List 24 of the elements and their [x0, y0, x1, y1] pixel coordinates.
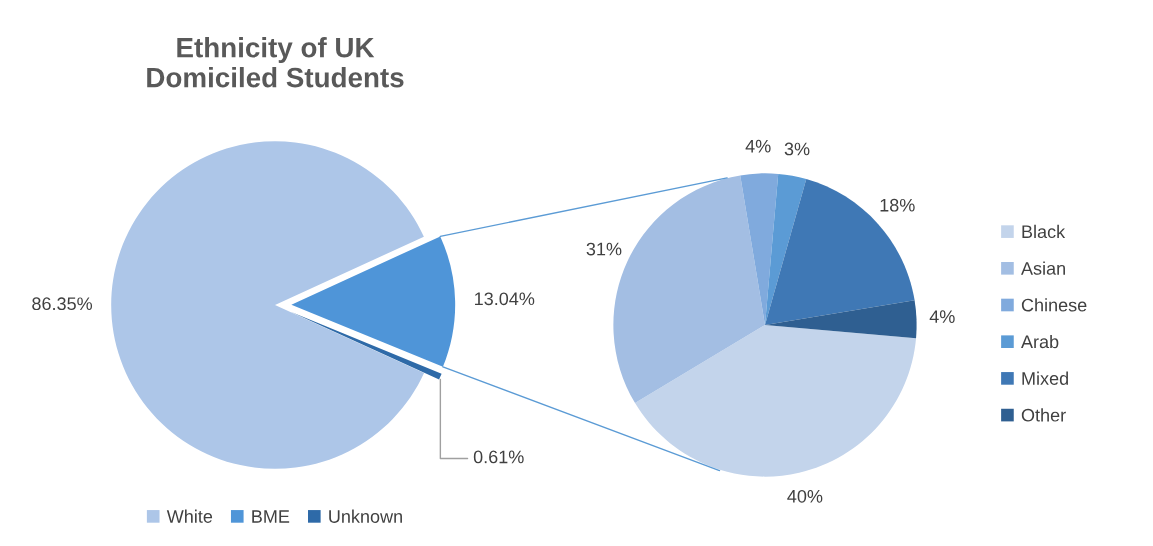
pie-slice: [765, 179, 915, 325]
legend-label: Mixed: [1022, 371, 1068, 385]
data-label: 31%: [586, 242, 622, 256]
legend-label: Arab: [1021, 334, 1059, 349]
data-label: 40%: [787, 489, 823, 503]
legend-label: BME: [252, 510, 290, 523]
data-label: 4%: [745, 139, 771, 153]
legend-label: Unknown: [329, 509, 402, 523]
pie-slice: [740, 173, 779, 325]
pie-slice: [635, 325, 917, 477]
data-label: 4%: [929, 310, 955, 323]
data-label: 0.61%: [473, 450, 524, 464]
legend-label: Chinese: [1021, 298, 1087, 312]
legend-label: Black: [1022, 224, 1066, 239]
data-label: 13.04%: [475, 292, 535, 306]
data-label: 3%: [784, 142, 810, 156]
pie-slice: [765, 300, 917, 339]
legend-label: Other: [1021, 408, 1066, 422]
data-label: 86.35%: [32, 297, 93, 311]
pie-slice: [765, 173, 807, 325]
legend-label: White: [166, 509, 213, 523]
chart-title: Ethnicity of UK Domiciled Students: [147, 37, 404, 88]
data-label: 18%: [880, 198, 915, 212]
legend-label: Asian: [1021, 261, 1065, 275]
